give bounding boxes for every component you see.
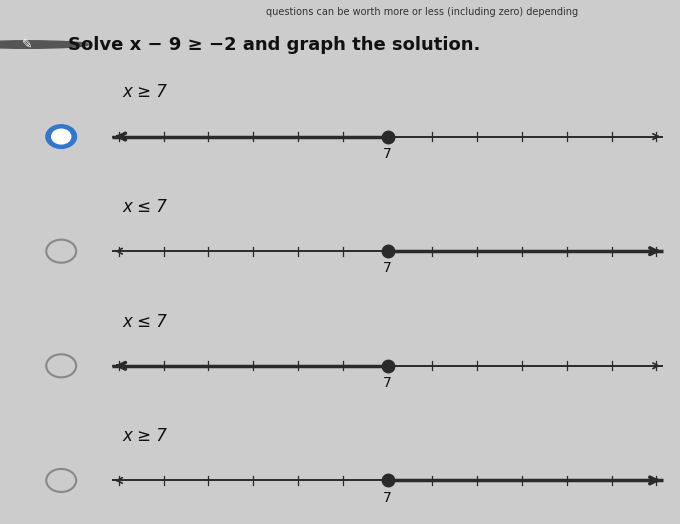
Circle shape xyxy=(46,125,76,148)
Text: x ≥ 7: x ≥ 7 xyxy=(122,83,167,101)
Text: x ≤ 7: x ≤ 7 xyxy=(122,198,167,216)
Text: x ≤ 7: x ≤ 7 xyxy=(122,313,167,331)
Text: 7: 7 xyxy=(384,261,392,275)
Circle shape xyxy=(0,41,88,48)
Text: Solve x − 9 ≥ −2 and graph the solution.: Solve x − 9 ≥ −2 and graph the solution. xyxy=(68,36,480,53)
Text: ✎: ✎ xyxy=(22,38,33,51)
Text: questions can be worth more or less (including zero) depending: questions can be worth more or less (inc… xyxy=(265,7,578,17)
Text: 7: 7 xyxy=(384,147,392,161)
Text: x ≥ 7: x ≥ 7 xyxy=(122,427,167,445)
Text: 7: 7 xyxy=(384,490,392,505)
Circle shape xyxy=(52,129,71,144)
Text: 7: 7 xyxy=(384,376,392,390)
